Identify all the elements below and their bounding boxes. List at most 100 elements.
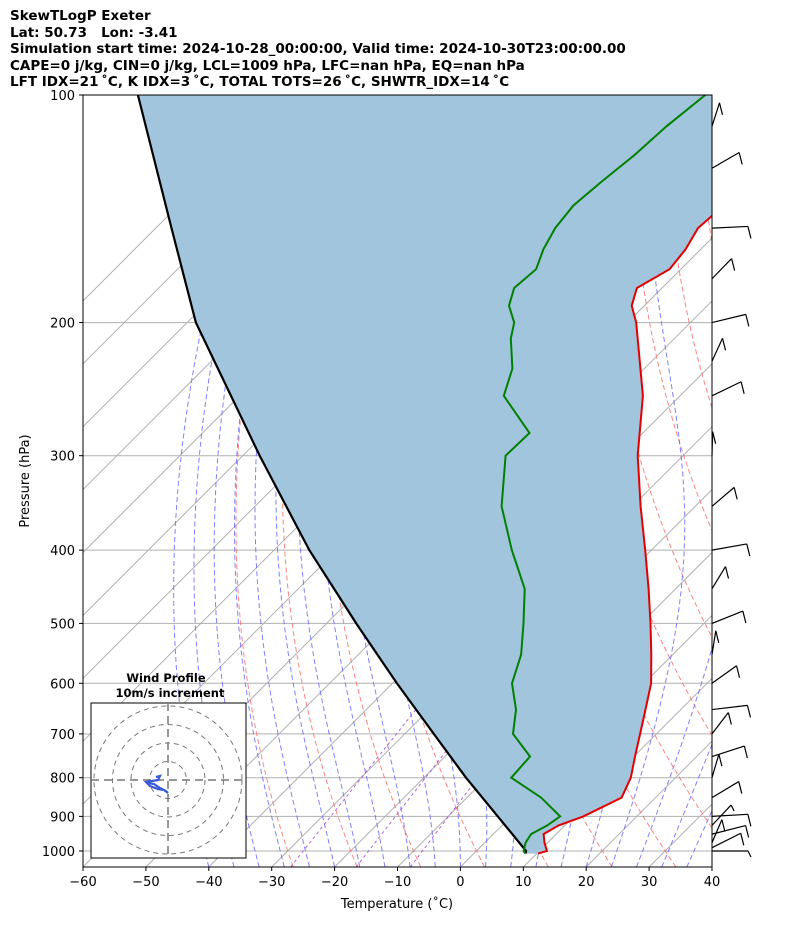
wind-barb-staff bbox=[711, 610, 744, 624]
wind-barb-staff bbox=[711, 824, 746, 835]
wind-barb-flag bbox=[742, 610, 747, 624]
temperature-line bbox=[537, 214, 712, 855]
x-tick-label: 30 bbox=[641, 875, 658, 890]
params-line-2: LFT IDX=21 ˚C, K IDX=3 ˚C, TOTAL TOTS=26… bbox=[10, 74, 510, 90]
y-tick-label: 600 bbox=[50, 677, 75, 692]
chart-header: SkewTLogP Exeter Lat: 50.73 Lon: -3.41 S… bbox=[10, 8, 626, 91]
dry-adiabat bbox=[763, 95, 794, 867]
wind-barb-staff bbox=[711, 431, 714, 456]
y-tick-label: 100 bbox=[50, 89, 75, 104]
x-tick-label: 10 bbox=[515, 875, 532, 890]
wind-barb-staff bbox=[711, 813, 748, 817]
chart-title: SkewTLogP Exeter bbox=[10, 8, 151, 24]
wind-barb-staff bbox=[711, 704, 748, 711]
wind-barb-flag bbox=[721, 338, 727, 351]
wind-barb-flag bbox=[724, 566, 730, 579]
wind-barb-staff bbox=[711, 745, 745, 758]
inset-wind-trace bbox=[143, 774, 169, 794]
moist-adiabat bbox=[173, 95, 268, 867]
y-tick-label: 400 bbox=[50, 544, 75, 559]
y-tick-label: 500 bbox=[50, 617, 75, 632]
y-tick-label: 200 bbox=[50, 317, 75, 332]
location-line: Lat: 50.73 Lon: -3.41 bbox=[10, 24, 178, 41]
mixing-ratio-line bbox=[355, 623, 547, 867]
wind-barb-staff bbox=[711, 225, 748, 229]
wind-barb-staff bbox=[711, 819, 723, 843]
moist-adiabat bbox=[193, 95, 282, 867]
moist-adiabat bbox=[636, 646, 712, 867]
x-tick-label: −20 bbox=[321, 875, 348, 890]
y-tick-label: 1000 bbox=[42, 845, 75, 860]
isotherm-line bbox=[83, 95, 290, 302]
wind-barb-flag bbox=[746, 705, 752, 718]
isotherm-line bbox=[271, 425, 712, 867]
wind-barb-flag bbox=[727, 712, 732, 725]
wind-barb-staff bbox=[711, 258, 733, 280]
x-tick-label: −40 bbox=[195, 875, 222, 890]
wind-barb-staff bbox=[711, 486, 735, 507]
wind-barb-flag bbox=[738, 152, 743, 165]
wind-barb-flag bbox=[738, 781, 743, 794]
wind-barb-staff bbox=[711, 381, 742, 397]
wind-barb-flag bbox=[740, 833, 745, 846]
wind-barb-flag bbox=[745, 314, 750, 327]
wind-barb-flag bbox=[743, 745, 748, 759]
x-axis-label: Temperature (˚C) bbox=[340, 896, 453, 912]
y-tick-label: 900 bbox=[50, 810, 75, 825]
y-tick-label: 300 bbox=[50, 450, 75, 465]
isotherm-line bbox=[775, 95, 794, 867]
wind-barb-flag bbox=[715, 630, 720, 643]
wind-barb-flag bbox=[731, 258, 736, 271]
wind-barb-flag bbox=[721, 819, 726, 832]
y-axis-label: Pressure (hPa) bbox=[18, 434, 33, 527]
wind-barb-flag bbox=[747, 226, 752, 239]
x-tick-label: 20 bbox=[578, 875, 595, 890]
wind-barb-flag bbox=[718, 102, 724, 115]
parcel-profile-line bbox=[136, 95, 528, 854]
wind-barb-flag bbox=[718, 754, 723, 767]
wind-barb-staff bbox=[711, 313, 746, 324]
wind-barb-flag bbox=[712, 431, 717, 444]
wind-barb-staff bbox=[711, 566, 726, 590]
moist-adiabat bbox=[610, 95, 686, 867]
dry-adiabat bbox=[696, 95, 712, 246]
moist-adiabat bbox=[661, 743, 712, 867]
wind-barb-staff bbox=[711, 543, 747, 551]
wind-barb-staff bbox=[711, 804, 732, 826]
wind-barb-staff bbox=[711, 665, 737, 684]
y-tick-label: 700 bbox=[50, 728, 75, 743]
moist-adiabat bbox=[711, 865, 712, 867]
wind-barb-staff bbox=[711, 781, 740, 799]
dry-adiabat bbox=[730, 95, 794, 867]
wind-barb-staff bbox=[711, 712, 729, 735]
y-tick-label: 800 bbox=[50, 772, 75, 787]
moist-adiabat bbox=[686, 809, 712, 867]
time-line: Simulation start time: 2024-10-28_00:00:… bbox=[10, 41, 626, 57]
params-line-1: CAPE=0 j/kg, CIN=0 j/kg, LCL=1009 hPa, L… bbox=[10, 57, 525, 74]
x-tick-label: −60 bbox=[69, 875, 96, 890]
wind-barb-staff bbox=[711, 630, 717, 655]
inset-subtitle: 10m/s increment bbox=[116, 686, 225, 700]
inset-plot bbox=[91, 703, 246, 858]
cin-shade-area bbox=[137, 95, 712, 854]
dewpoint-line bbox=[500, 95, 706, 855]
x-tick-label: −30 bbox=[258, 875, 285, 890]
x-tick-label: 0 bbox=[456, 875, 464, 890]
isotherm-line bbox=[522, 677, 712, 867]
wind-barb-flag bbox=[740, 381, 745, 394]
inset-title: Wind Profile bbox=[126, 671, 206, 685]
x-tick-label: −10 bbox=[384, 875, 411, 890]
wind-barb-flag bbox=[746, 543, 751, 557]
wind-barb-staff bbox=[711, 753, 720, 778]
moist-adiabat bbox=[213, 95, 295, 867]
wind-barb-flag bbox=[730, 804, 735, 812]
wind-barb-flag bbox=[733, 487, 738, 500]
wind-barb-flag bbox=[735, 665, 741, 678]
x-tick-label: −50 bbox=[132, 875, 159, 890]
isotherm-line bbox=[711, 866, 712, 867]
wind-barb-flag bbox=[745, 825, 750, 838]
wind-barb-staff bbox=[711, 151, 740, 169]
wind-barb-staff bbox=[711, 102, 721, 127]
wind-barb-staff bbox=[711, 338, 724, 362]
